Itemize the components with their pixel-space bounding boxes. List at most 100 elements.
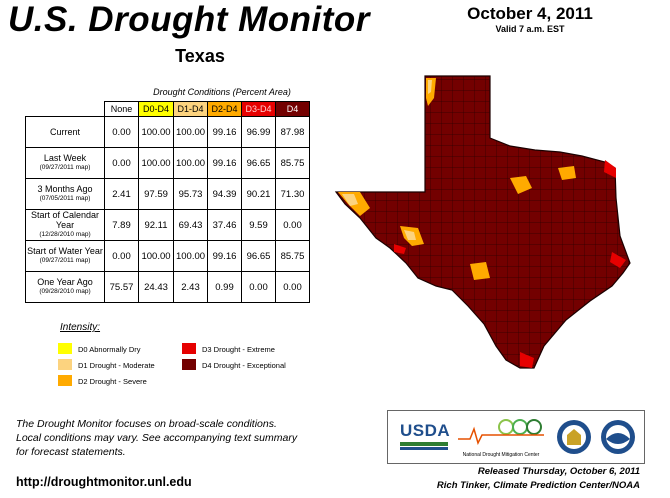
note-line: Local conditions may vary. See accompany… <box>16 432 298 444</box>
legend-swatch-d4 <box>182 359 196 370</box>
table-cell: 2.41 <box>104 178 139 210</box>
release-info: Released Thursday, October 6, 2011 Rich … <box>390 465 640 493</box>
legend-swatch-d0 <box>58 343 72 354</box>
row-label-sub: (09/28/2010 map) <box>39 288 91 295</box>
table-row: Current 0.00 100.00 100.00 99.16 96.99 8… <box>25 116 310 148</box>
table-cell: 85.75 <box>275 240 310 272</box>
table-cell: 94.39 <box>207 178 242 210</box>
d1-patch-big-bend <box>404 230 416 240</box>
col-header-d4: D4 <box>275 101 310 117</box>
table-cell: 71.30 <box>275 178 310 210</box>
note-text: The Drought Monitor focuses on broad-sca… <box>16 417 297 459</box>
row-label-text: 3 Months Ago <box>37 184 93 194</box>
col-header-d3-d4: D3-D4 <box>241 101 276 117</box>
table-cell: 99.16 <box>207 147 242 179</box>
legend-title: Intensity: <box>60 322 101 333</box>
col-header-d0-d4: D0-D4 <box>138 101 174 117</box>
page-title: U.S. Drought Monitor <box>8 0 370 39</box>
d3-patch-west <box>394 244 406 254</box>
table-cell: 7.89 <box>104 209 139 241</box>
col-header-d2-d4: D2-D4 <box>207 101 242 117</box>
texas-drought-map <box>334 75 631 369</box>
legend-swatch-d1 <box>58 359 72 370</box>
table-cell: 0.00 <box>104 147 139 179</box>
legend-label-d4: D4 Drought - Exceptional <box>202 361 286 370</box>
row-label: Current <box>25 116 105 148</box>
table-cell: 95.73 <box>173 178 208 210</box>
table-cell: 69.43 <box>173 209 208 241</box>
note-line: The Drought Monitor focuses on broad-sca… <box>16 418 277 430</box>
usda-logo: USDA <box>400 421 451 453</box>
map-date: October 4, 2011 <box>467 4 593 23</box>
table-cell: 24.43 <box>138 271 174 303</box>
table-cell: 92.11 <box>138 209 174 241</box>
usda-logo-text: USDA <box>400 421 451 440</box>
d2-patch-south-central <box>470 262 490 280</box>
table-header-row: None D0-D4 D1-D4 D2-D4 D3-D4 D4 <box>25 101 310 117</box>
table-cell: 96.65 <box>241 240 276 272</box>
table-cell: 100.00 <box>138 116 174 148</box>
release-date: Released Thursday, October 6, 2011 <box>477 466 640 477</box>
legend-label-d1: D1 Drought - Moderate <box>78 361 155 370</box>
table-cell: 99.16 <box>207 116 242 148</box>
row-label-sub: (07/05/2011 map) <box>39 195 91 202</box>
row-label-text: Start of Calendar Year <box>30 210 100 230</box>
state-name: Texas <box>175 46 225 66</box>
table-cell: 90.21 <box>241 178 276 210</box>
d1-patch-far-west <box>342 194 358 206</box>
table-row: Start of Water Year (09/27/2011 map) 0.00… <box>25 240 310 272</box>
row-label-sub: (12/28/2010 map) <box>39 231 91 238</box>
table-cell: 75.57 <box>104 271 139 303</box>
row-label: Start of Calendar Year (12/28/2010 map) <box>25 209 105 241</box>
noaa-logo-icon <box>601 420 635 454</box>
table-cell: 0.00 <box>241 271 276 303</box>
legend-label-d0: D0 Abnormally Dry <box>78 345 141 354</box>
legend-swatch-d3 <box>182 343 196 354</box>
d1-patch-panhandle <box>428 80 432 94</box>
table-cell: 9.59 <box>241 209 276 241</box>
legend-swatch-d2 <box>58 375 72 386</box>
table-cell: 99.16 <box>207 240 242 272</box>
website-link[interactable]: http://droughtmonitor.unl.edu <box>16 475 192 489</box>
table-cell: 2.43 <box>173 271 208 303</box>
table-cell: 96.65 <box>241 147 276 179</box>
note-line: for forecast statements. <box>16 446 126 458</box>
table-row: One Year Ago (09/28/2010 map) 75.57 24.43… <box>25 271 310 303</box>
row-label-sub: (09/27/2011 map) <box>39 164 91 171</box>
county-lines <box>336 76 630 368</box>
agency-logos: USDA National Drought Mitigation Center <box>387 410 645 464</box>
table-cell: 100.00 <box>138 240 174 272</box>
table-cell: 96.99 <box>241 116 276 148</box>
row-label: One Year Ago (09/28/2010 map) <box>25 271 105 303</box>
table-cell: 100.00 <box>173 116 208 148</box>
release-author: Rich Tinker, Climate Prediction Center/N… <box>436 480 640 491</box>
row-label: Last Week (09/27/2011 map) <box>25 147 105 179</box>
commerce-seal-icon <box>557 420 591 454</box>
table-cell: 100.00 <box>173 240 208 272</box>
row-label-text: Start of Water Year <box>27 246 103 256</box>
legend-label-d2: D2 Drought - Severe <box>78 377 147 386</box>
row-label: Start of Water Year (09/27/2011 map) <box>25 240 105 272</box>
table-cell: 0.00 <box>104 116 139 148</box>
col-header-none: None <box>104 101 139 117</box>
table-cell: 87.98 <box>275 116 310 148</box>
row-label: 3 Months Ago (07/05/2011 map) <box>25 178 105 210</box>
table-cell: 0.00 <box>275 271 310 303</box>
col-header-d1-d4: D1-D4 <box>173 101 208 117</box>
table-cell: 37.46 <box>207 209 242 241</box>
row-label-text: Last Week <box>43 153 87 163</box>
table-cell: 100.00 <box>138 147 174 179</box>
table-row: Start of Calendar Year (12/28/2010 map) 7… <box>25 209 310 241</box>
table-cell: 0.00 <box>275 209 310 241</box>
table-caption: Drought Conditions (Percent Area) <box>153 87 291 97</box>
table-cell: 0.99 <box>207 271 242 303</box>
valid-time: Valid 7 a.m. EST <box>495 24 565 34</box>
table-cell: 85.75 <box>275 147 310 179</box>
d2-patch-northeast <box>558 166 576 180</box>
d2-patch-central <box>510 176 532 194</box>
legend-label-d3: D3 Drought - Extreme <box>202 345 275 354</box>
table-row: 3 Months Ago (07/05/2011 map) 2.41 97.59 … <box>25 178 310 210</box>
d3-patch-coast <box>610 252 626 268</box>
ndmc-logo: National Drought Mitigation Center <box>456 415 546 459</box>
tree-icon <box>458 419 544 446</box>
